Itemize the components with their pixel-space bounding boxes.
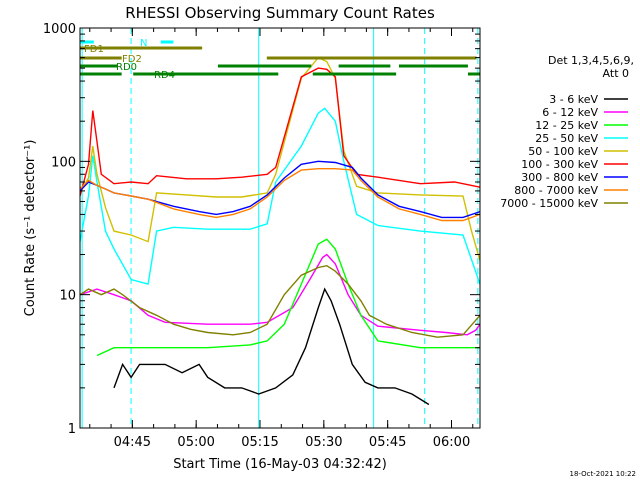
- series-line-1: [79, 253, 481, 336]
- flag-bar-RD0-2: [338, 64, 391, 68]
- flag-label-FD1: FD1: [84, 44, 104, 55]
- legend-label-8: 7000 - 15000 keV: [500, 197, 598, 210]
- series-line-8: [79, 264, 481, 338]
- series-line-2: [96, 238, 480, 357]
- legend-title-line2: Att 0: [603, 67, 629, 80]
- flag-bar-RD4-3: [467, 72, 480, 76]
- flag-bar-FD2-0: [80, 56, 122, 60]
- series-line-5: [79, 67, 481, 197]
- x-tick-label-1: 05:00: [177, 435, 214, 450]
- flag-label-N: N: [140, 38, 147, 49]
- y-tick-label-1: 10: [59, 289, 76, 304]
- flag-bar-FD1-0: [80, 46, 203, 50]
- y-tick-label-0: 1: [68, 422, 76, 437]
- series-line-3: [79, 107, 481, 285]
- legend-label-4: 50 - 100 keV: [528, 145, 598, 158]
- chart-title: RHESSI Observing Summary Count Rates: [125, 4, 435, 22]
- flag-bar-RD4-2: [312, 72, 397, 76]
- legend-label-7: 800 - 7000 keV: [514, 184, 598, 197]
- flag-bar-RD4-1: [133, 72, 279, 76]
- x-tick-label-4: 05:45: [369, 435, 406, 450]
- legend-label-0: 3 - 6 keV: [549, 93, 598, 106]
- legend-title-line1: Det 1,3,4,5,6,9,: [548, 54, 634, 67]
- legend-label-6: 300 - 800 keV: [521, 171, 598, 184]
- x-tick-label-5: 06:00: [433, 435, 470, 450]
- series-line-6: [79, 160, 481, 219]
- y-axis-ticks: 1 10 100 1000: [43, 22, 480, 437]
- legend-label-1: 6 - 12 keV: [542, 106, 598, 119]
- flag-bar-N-1: [160, 40, 174, 44]
- x-tick-label-2: 05:15: [241, 435, 278, 450]
- flag-bar-RD0-3: [398, 64, 468, 68]
- flag-bar-RD4-0: [80, 72, 122, 76]
- plot-frame: [79, 27, 481, 429]
- flag-label-FD2: FD2: [122, 54, 142, 65]
- flag-label-RD4: RD4: [154, 70, 175, 81]
- legend-label-3: 25 - 50 keV: [535, 132, 598, 145]
- x-axis-label: Start Time (16-May-03 04:32:42): [173, 457, 387, 472]
- y-tick-label-3: 1000: [43, 22, 76, 37]
- x-tick-label-3: 05:30: [305, 435, 342, 450]
- legend-label-5: 100 - 300 keV: [521, 158, 598, 171]
- y-tick-label-2: 100: [51, 155, 76, 170]
- timestamp: 18-Oct-2021 10:22: [570, 470, 636, 478]
- flag-bar-N-0: [80, 40, 94, 44]
- series-line-7: [79, 168, 481, 222]
- series-lines: [79, 56, 481, 406]
- y-axis-label: Count Rate (s⁻¹ detector⁻¹): [23, 140, 38, 317]
- flag-bar-RD0-0: [80, 64, 118, 68]
- series-line-4: [79, 56, 481, 261]
- flag-bar-RD0-1: [217, 64, 312, 68]
- legend-label-2: 12 - 25 keV: [535, 119, 598, 132]
- series-line-0: [113, 287, 430, 406]
- x-tick-label-0: 04:45: [114, 435, 151, 450]
- flag-bar-FD2-1: [266, 56, 477, 60]
- x-axis-ticks: 04:45 05:00 05:15 05:30 05:45 06:00: [89, 28, 474, 450]
- flag-label-RD0: RD0: [116, 62, 137, 73]
- night-boundaries: [81, 28, 479, 428]
